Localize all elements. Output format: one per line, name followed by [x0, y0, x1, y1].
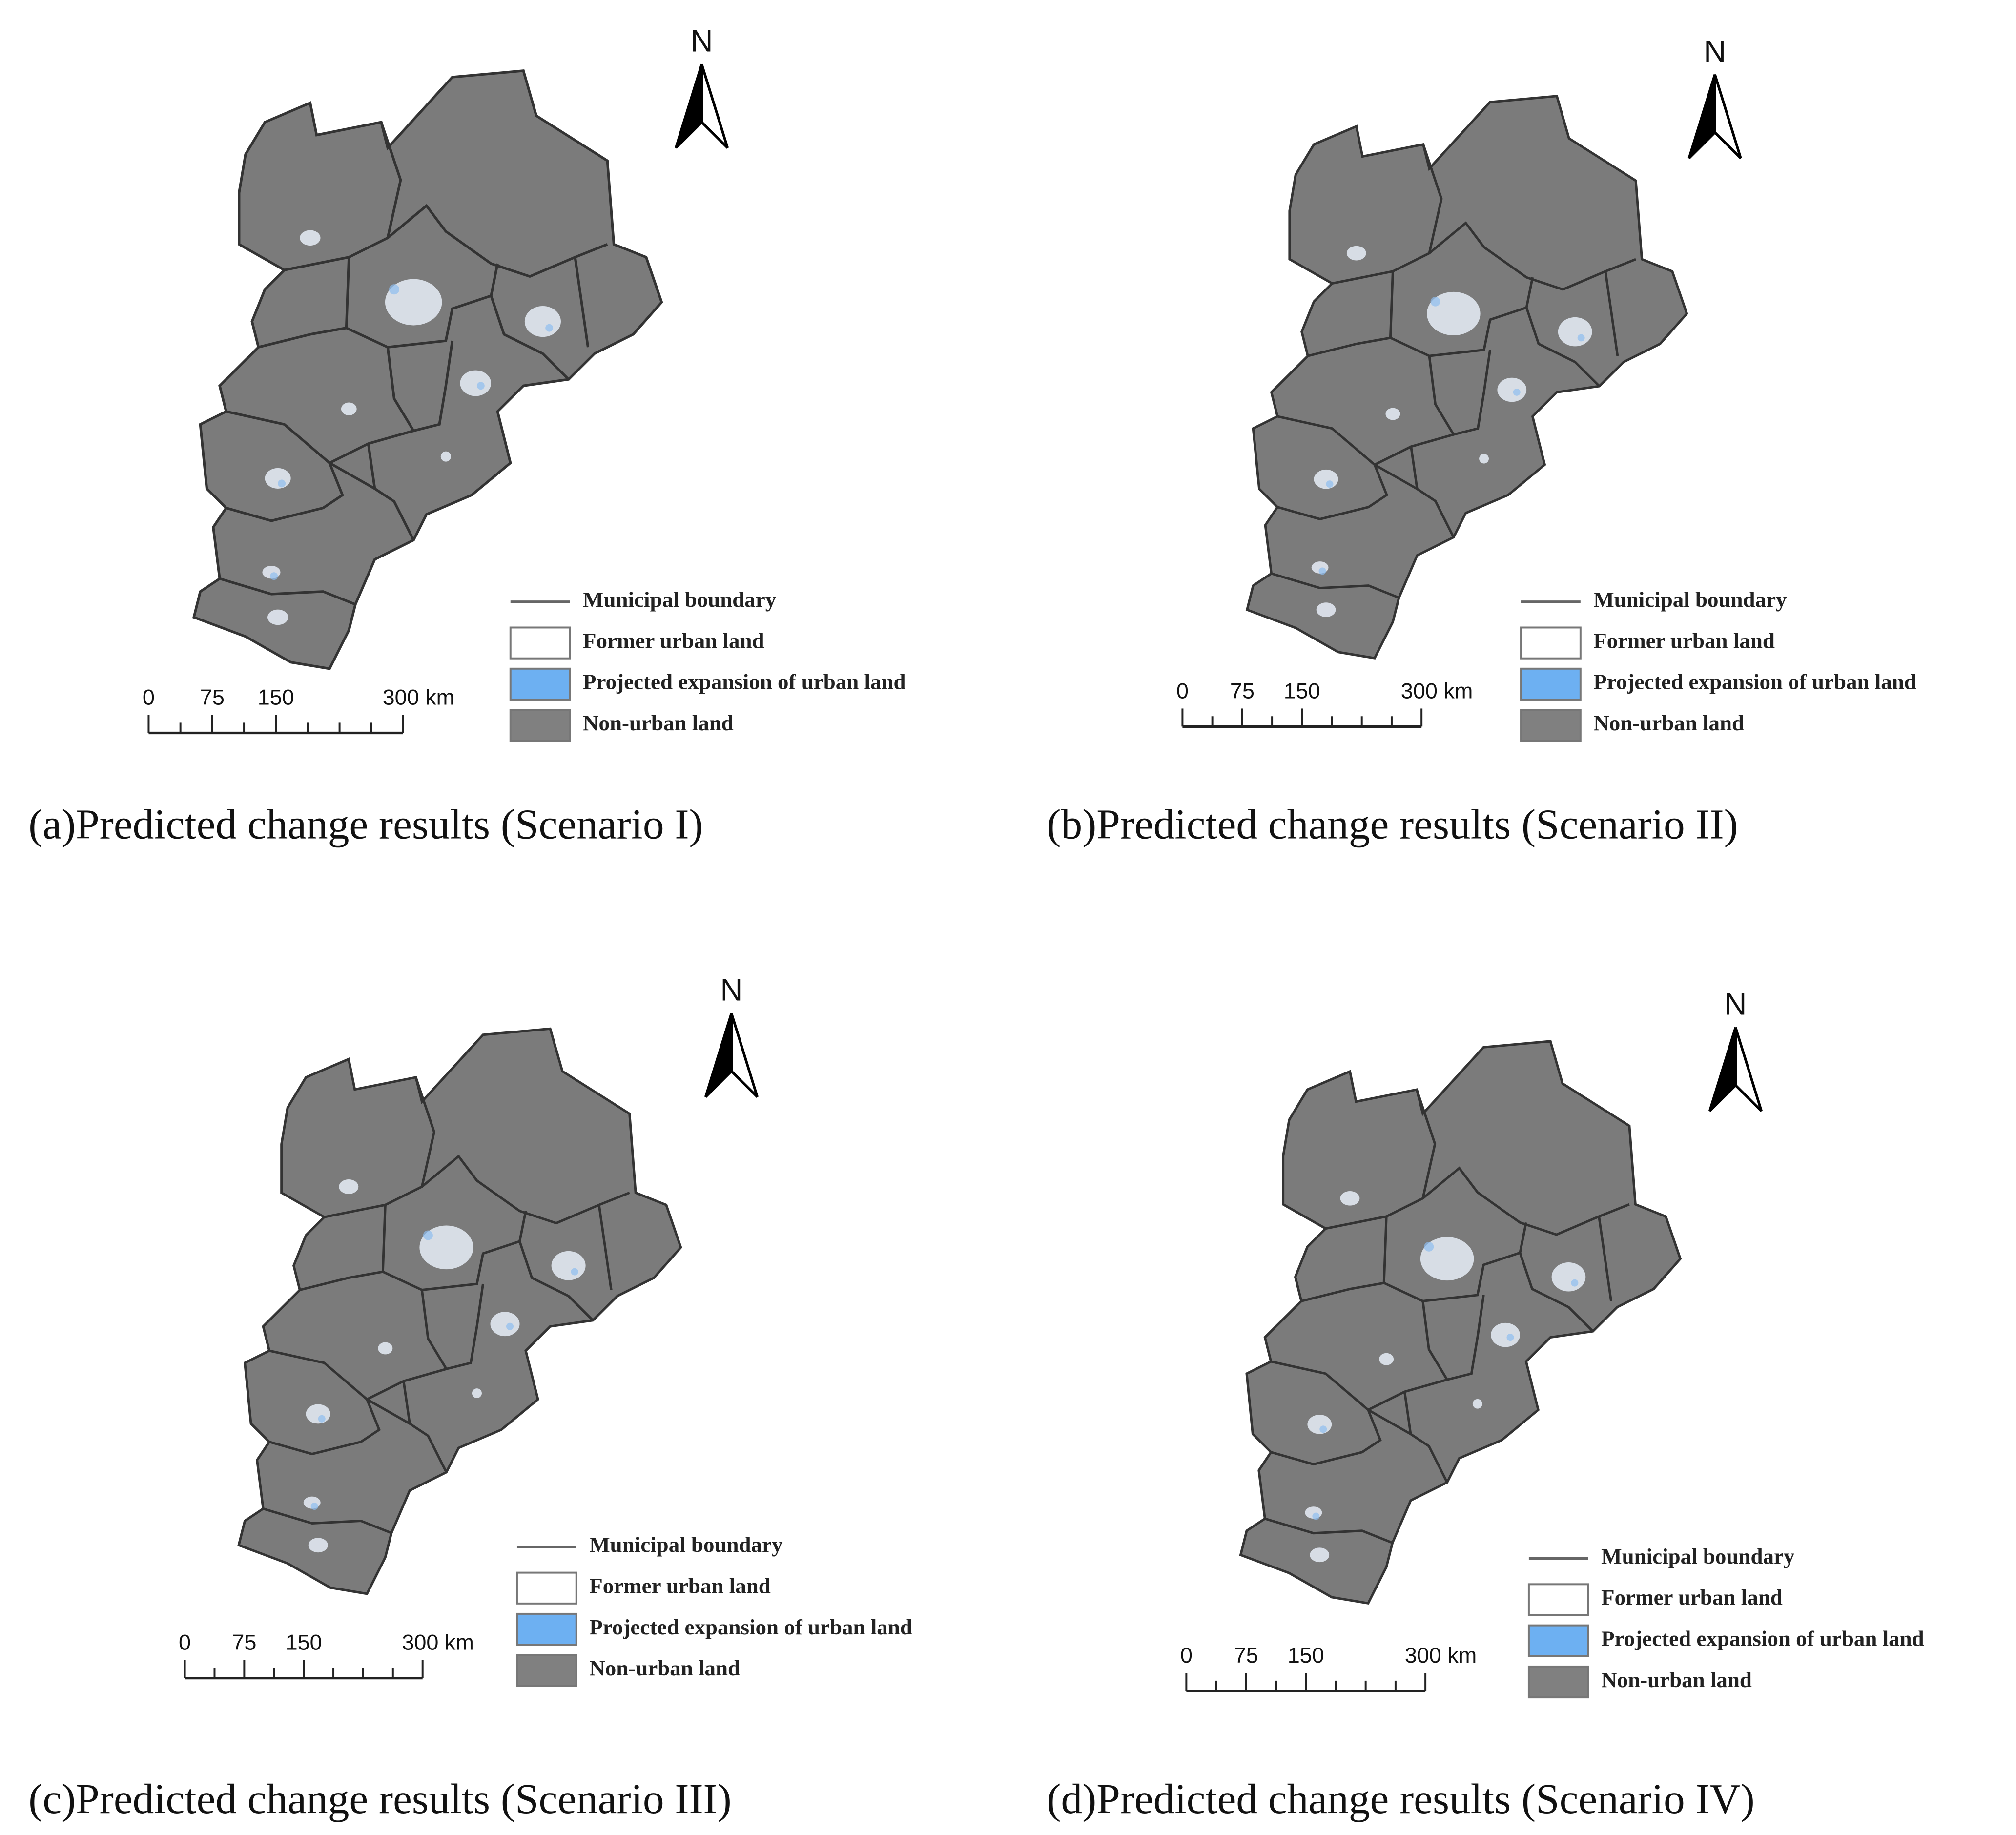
legend-label: Projected expansion of urban land — [1593, 670, 1916, 694]
legend-label: Projected expansion of urban land — [589, 1615, 912, 1639]
legend-label: Municipal boundary — [589, 1532, 782, 1557]
scale-label: 0 — [1180, 1643, 1193, 1668]
scale-label: 150 — [1284, 678, 1320, 703]
north-arrow-right — [1713, 74, 1742, 159]
map — [1241, 1041, 1681, 1603]
scale-label: 300 km — [402, 1630, 474, 1655]
caption: (a)Predicted change results (Scenario I) — [28, 801, 703, 848]
north-arrow-right — [1734, 1027, 1763, 1112]
north-arrow-right — [700, 63, 729, 149]
north-arrow-left — [1687, 74, 1716, 159]
legend-label: Former urban land — [1593, 628, 1775, 653]
legend-swatch — [1527, 1583, 1589, 1616]
legend-swatch — [515, 1571, 577, 1605]
legend-label: Former urban land — [1601, 1585, 1783, 1609]
legend-swatch — [509, 626, 571, 660]
legend-swatch — [515, 1612, 577, 1646]
legend-label: Former urban land — [589, 1574, 771, 1598]
scale-label: 300 km — [1401, 678, 1473, 703]
north-label: N — [1704, 35, 1726, 69]
legend-swatch — [1520, 626, 1582, 660]
scale-label: 75 — [200, 685, 225, 710]
legend-swatch — [1520, 667, 1582, 701]
legend-swatch — [1527, 1624, 1589, 1657]
scale-label: 150 — [1288, 1643, 1324, 1668]
legend-swatch — [509, 667, 571, 701]
legend-label: Projected expansion of urban land — [583, 670, 906, 694]
caption: (c)Predicted change results (Scenario II… — [28, 1775, 731, 1822]
legend-label: Projected expansion of urban land — [1601, 1627, 1924, 1651]
scale-label: 75 — [1234, 1643, 1258, 1668]
legend-swatch — [1520, 709, 1582, 742]
scale-label: 0 — [143, 685, 155, 710]
north-arrow-left — [675, 63, 703, 149]
legend-label: Non-urban land — [1601, 1668, 1752, 1692]
scale-label: 150 — [258, 685, 294, 710]
north-arrow-left — [704, 1012, 733, 1098]
map — [239, 1029, 681, 1594]
legend-label: Municipal boundary — [583, 587, 776, 612]
scale-label: 0 — [1176, 678, 1189, 703]
scale-label: 75 — [1230, 678, 1255, 703]
legend-swatch — [509, 709, 571, 742]
legend-label: Non-urban land — [589, 1656, 740, 1680]
legend-label: Non-urban land — [1593, 711, 1744, 735]
legend-label: Former urban land — [583, 628, 764, 653]
scale-label: 300 km — [1405, 1643, 1477, 1668]
scale-label: 150 — [286, 1630, 322, 1655]
legend-swatch — [1527, 1665, 1589, 1699]
north-label: N — [720, 973, 743, 1008]
north-arrow-right — [730, 1012, 759, 1098]
legend-label: Municipal boundary — [1601, 1544, 1794, 1568]
map — [1247, 96, 1687, 658]
north-label: N — [691, 24, 713, 59]
scale-label: 300 km — [383, 685, 455, 710]
legend-swatch — [515, 1654, 577, 1687]
map — [194, 71, 661, 669]
legend-label: Non-urban land — [583, 711, 734, 735]
caption: (d)Predicted change results (Scenario IV… — [1047, 1775, 1754, 1822]
scale-label: 0 — [179, 1630, 191, 1655]
caption: (b)Predicted change results (Scenario II… — [1047, 801, 1738, 848]
north-label: N — [1725, 988, 1747, 1022]
scale-label: 75 — [232, 1630, 256, 1655]
legend-label: Municipal boundary — [1593, 587, 1787, 612]
north-arrow-left — [1708, 1027, 1737, 1112]
